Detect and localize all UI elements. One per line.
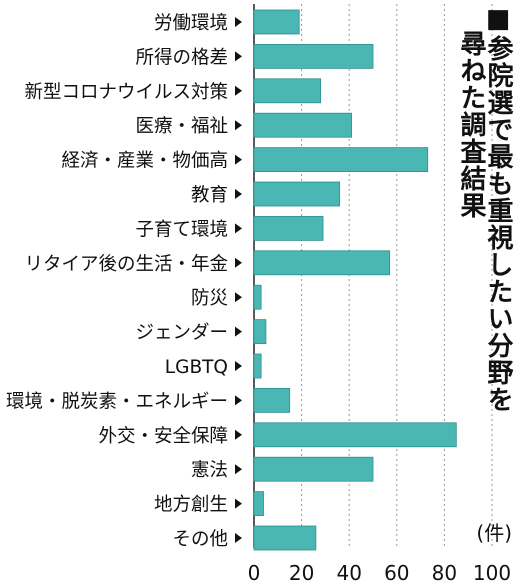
label-arrow-icon [235,429,242,440]
category-label: 環境・脱炭素・エネルギー [6,391,228,412]
category-label: 地方創生 [154,495,228,516]
category-label: その他 [172,529,228,550]
bar [253,353,262,379]
label-arrow-icon [235,257,242,268]
bar [253,491,264,517]
bars [253,9,457,551]
category-label: 子育て環境 [135,219,228,240]
bar [253,112,352,138]
label-arrow-icon [235,154,242,165]
label-arrow-icon [235,361,242,371]
label-arrow-icon [235,395,242,406]
category-label: 教育 [191,185,228,206]
x-tick-label: 40 [336,561,361,585]
category-label: 医療・福祉 [135,116,228,137]
bar [253,284,262,310]
bar [253,319,267,345]
bar [253,422,457,448]
category-label: 憲法 [191,460,228,481]
category-label: 所得の格差 [135,47,228,68]
bar [253,181,341,207]
category-label: ジェンダー [135,323,228,344]
label-arrow-icon [235,223,242,234]
bar [253,215,324,241]
x-tick-labels: 0 20 40 60 80 100 [248,561,511,585]
category-label: 新型コロナウイルス対策 [24,82,228,103]
bar [253,9,300,35]
bar [253,44,374,69]
chart-title-line-1: ■参院選で最も重視したい分野を [483,4,513,413]
label-arrow-icon [235,17,242,27]
label-arrow-icon [235,533,242,543]
label-arrow-icon [235,189,242,199]
chart-title-line-2: 尋ねた調査結果 [456,30,486,219]
bar [253,387,291,413]
category-label: 労働環境 [154,13,228,34]
label-arrow-icon [235,464,242,475]
x-tick-label: 100 [473,561,511,585]
bar [253,147,429,173]
label-arrow-icon [235,120,242,131]
bar [253,78,322,104]
label-arrow-icon [235,326,242,337]
category-label: 経済・産業・物価高 [61,151,228,172]
label-arrow-icon [235,498,242,509]
x-tick-label: 60 [384,561,409,585]
category-label: 防災 [191,288,228,309]
x-tick-label: 20 [289,561,314,585]
label-arrow-icon [235,51,242,62]
x-tick-label: 0 [248,561,261,585]
bar [253,250,391,276]
x-tick-label: 80 [432,561,457,585]
bar [253,456,374,482]
label-arrow-icon [235,85,242,96]
label-arrow-icon [235,292,242,303]
bar [253,525,317,551]
category-label: 外交・安全保障 [98,426,228,447]
category-label: リタイア後の生活・年金 [24,254,228,275]
category-labels: 労働環境所得の格差新型コロナウイルス対策医療・福祉経済・産業・物価高教育子育て環… [6,13,242,550]
unit-label: (件) [476,521,512,545]
category-label: LGBTQ [165,357,228,378]
